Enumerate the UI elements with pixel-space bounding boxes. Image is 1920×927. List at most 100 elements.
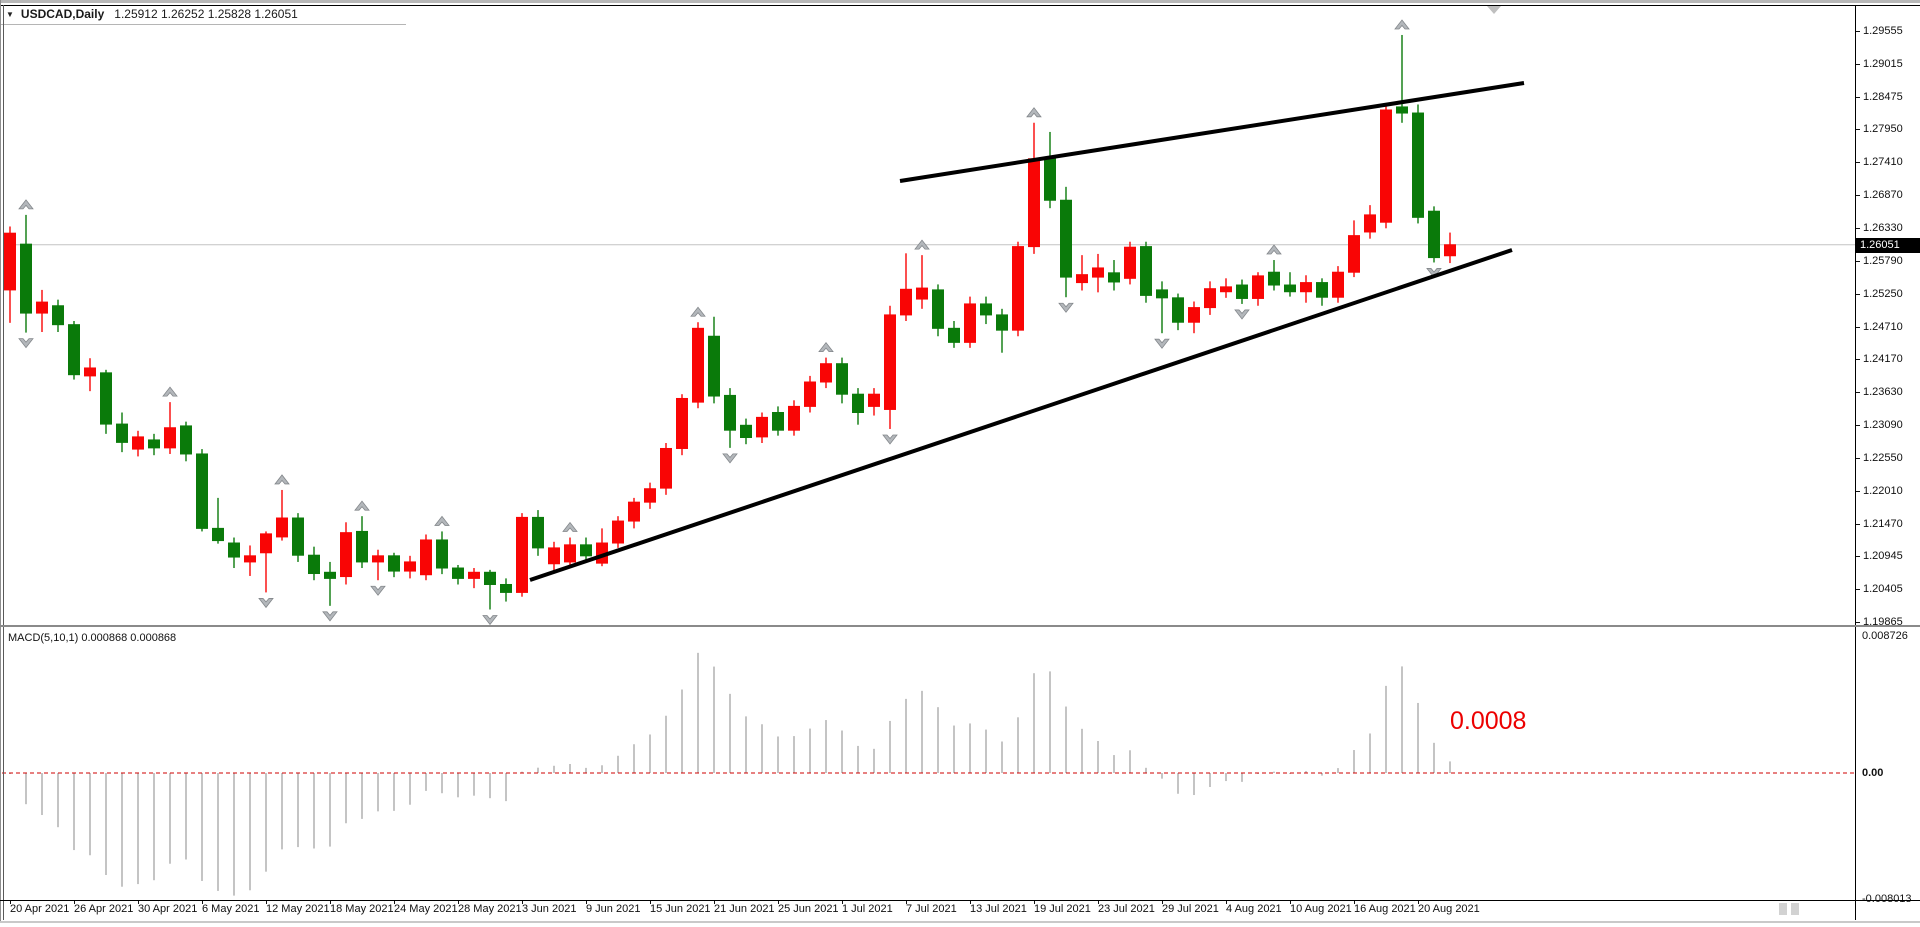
candle-body	[756, 416, 768, 438]
fractal-up-icon	[1394, 19, 1410, 30]
candle-body	[676, 397, 688, 449]
macd-axis-label: -0.008013	[1862, 892, 1912, 905]
macd-bar	[137, 773, 139, 885]
time-axis-tick	[138, 900, 139, 904]
fractal-down-icon	[1234, 309, 1250, 320]
macd-bar	[953, 725, 955, 773]
time-axis-label: 18 May 2021	[330, 903, 394, 915]
chart-top-border	[0, 5, 1920, 6]
macd-bar	[617, 755, 619, 773]
macd-bar	[361, 773, 363, 819]
time-axis-tick	[650, 900, 651, 904]
macd-bar	[1225, 773, 1227, 782]
price-axis-tick	[1855, 260, 1860, 262]
macd-bar	[201, 773, 203, 881]
candle-body	[1412, 112, 1424, 218]
scrollbar-grip[interactable]	[1779, 903, 1787, 915]
candle-body	[1188, 307, 1200, 323]
macd-bar	[649, 734, 651, 773]
time-axis-tick	[1354, 900, 1355, 904]
price-axis-tick	[1855, 392, 1860, 394]
candle-body	[644, 488, 656, 503]
macd-bar	[1209, 773, 1211, 787]
price-axis-tick	[1855, 425, 1860, 427]
macd-bar	[857, 745, 859, 773]
symbol-dropdown-icon[interactable]: ▼	[6, 10, 14, 19]
panel-separator[interactable]	[0, 625, 1920, 627]
macd-bar	[633, 744, 635, 773]
price-axis-label: 1.27410	[1863, 155, 1903, 168]
time-axis-label: 10 Aug 2021	[1290, 903, 1352, 915]
macd-bar	[1113, 755, 1115, 773]
candle-body	[1012, 246, 1024, 331]
macd-bar	[921, 690, 923, 773]
fractal-up-icon	[914, 239, 930, 250]
price-axis-tick	[1855, 293, 1860, 295]
time-axis-label: 13 Jul 2021	[970, 903, 1027, 915]
chart-titlebar: ▼ USDCAD,Daily 1.25912 1.26252 1.25828 1.2…	[6, 7, 298, 21]
macd-bar	[825, 720, 827, 773]
fractal-down-icon	[722, 453, 738, 464]
price-axis-tick	[1855, 524, 1860, 526]
price-axis-tick	[1855, 161, 1860, 163]
trendline[interactable]	[529, 248, 1513, 582]
macd-bar	[1241, 773, 1243, 782]
candle-body	[532, 516, 544, 549]
candle-body	[1332, 271, 1344, 298]
time-axis-tick	[906, 900, 907, 904]
candle-body	[1028, 158, 1040, 248]
time-axis-tick	[842, 900, 843, 904]
candle-body	[148, 439, 160, 449]
candle-body	[324, 571, 336, 579]
macd-bar	[105, 773, 107, 876]
time-axis-tick	[394, 900, 395, 904]
candle-body	[1204, 288, 1216, 309]
candle-body	[516, 516, 528, 593]
time-axis-label: 21 Jun 2021	[714, 903, 775, 915]
macd-bar	[777, 736, 779, 773]
macd-bar	[1177, 773, 1179, 794]
candle-body	[36, 301, 48, 314]
macd-bar	[25, 773, 27, 805]
price-axis-label: 1.22010	[1863, 485, 1903, 498]
macd-bar	[1033, 673, 1035, 773]
price-axis-tick	[1855, 227, 1860, 229]
macd-bar	[537, 767, 539, 773]
window-left-border	[0, 0, 1, 921]
candle-body	[692, 327, 704, 403]
macd-bar	[121, 773, 123, 887]
time-axis-label: 23 Jul 2021	[1098, 903, 1155, 915]
candle-body	[884, 314, 896, 410]
macd-indicator-label: MACD(5,10,1) 0.000868 0.000868	[8, 632, 177, 644]
price-axis-label: 1.26870	[1863, 188, 1903, 201]
candle-body	[196, 453, 208, 529]
time-axis-label: 15 Jun 2021	[650, 903, 711, 915]
candle-body	[436, 539, 448, 569]
fractal-up-icon	[562, 521, 578, 532]
price-axis-tick	[1855, 359, 1860, 361]
candle-body	[68, 324, 80, 376]
candle-body	[228, 542, 240, 558]
macd-bar	[1321, 773, 1323, 776]
current-price-tag: 1.26051	[1856, 237, 1920, 253]
macd-bar	[1129, 750, 1131, 773]
price-axis-tick	[1855, 194, 1860, 196]
candle-body	[724, 394, 736, 431]
price-axis-label: 1.26330	[1863, 221, 1903, 234]
macd-bar	[969, 723, 971, 773]
time-axis-tick	[586, 900, 587, 904]
time-axis-label: 7 Jul 2021	[906, 903, 957, 915]
candle-body	[116, 423, 128, 443]
macd-bar	[1353, 750, 1355, 773]
fractal-up-icon	[818, 341, 834, 353]
candle-body	[1396, 106, 1408, 114]
candle-body	[388, 555, 400, 572]
candle-body	[916, 287, 928, 300]
fractal-up-icon	[434, 515, 450, 526]
price-axis-label: 1.20405	[1863, 583, 1903, 596]
time-axis-tick	[522, 900, 523, 904]
price-axis-tick	[1855, 491, 1860, 493]
scrollbar-grip[interactable]	[1791, 903, 1799, 915]
chart-ohlc-values: 1.25912 1.26252 1.25828 1.26051	[114, 7, 298, 21]
trendline[interactable]	[899, 81, 1525, 183]
